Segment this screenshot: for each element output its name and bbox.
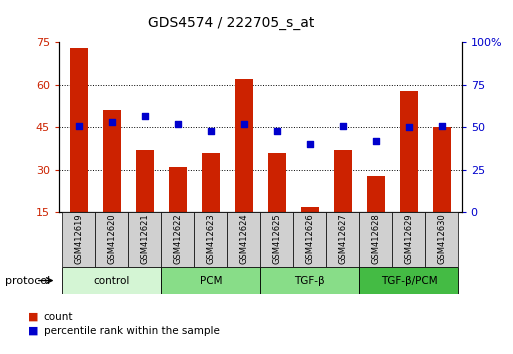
Bar bbox=[62, 212, 95, 267]
Bar bbox=[367, 176, 385, 255]
Bar bbox=[194, 212, 227, 267]
Bar bbox=[360, 267, 459, 294]
Point bbox=[339, 123, 347, 129]
Bar bbox=[301, 207, 319, 255]
Point bbox=[174, 121, 182, 127]
Bar bbox=[360, 212, 392, 267]
Text: protocol: protocol bbox=[5, 275, 50, 286]
Bar bbox=[128, 212, 161, 267]
Bar bbox=[334, 150, 352, 255]
Bar bbox=[103, 110, 121, 255]
Text: GSM412625: GSM412625 bbox=[272, 213, 281, 264]
Text: ■: ■ bbox=[28, 312, 38, 322]
Point bbox=[240, 121, 248, 127]
Text: GDS4574 / 222705_s_at: GDS4574 / 222705_s_at bbox=[148, 16, 314, 30]
Text: GSM412622: GSM412622 bbox=[173, 213, 182, 264]
Text: GSM412627: GSM412627 bbox=[339, 213, 347, 264]
Text: TGF-β/PCM: TGF-β/PCM bbox=[381, 275, 437, 286]
Point bbox=[372, 138, 380, 144]
Text: GSM412629: GSM412629 bbox=[404, 213, 413, 264]
Point bbox=[141, 113, 149, 118]
Bar bbox=[268, 153, 286, 255]
Bar bbox=[202, 153, 220, 255]
Point bbox=[108, 120, 116, 125]
Bar bbox=[425, 212, 459, 267]
Bar bbox=[235, 79, 253, 255]
Point bbox=[75, 123, 83, 129]
Text: GSM412624: GSM412624 bbox=[240, 213, 248, 264]
Bar bbox=[227, 212, 261, 267]
Text: GSM412620: GSM412620 bbox=[107, 213, 116, 264]
Text: TGF-β: TGF-β bbox=[294, 275, 325, 286]
Text: count: count bbox=[44, 312, 73, 322]
Bar bbox=[161, 267, 261, 294]
Bar bbox=[293, 212, 326, 267]
Bar bbox=[62, 267, 161, 294]
Bar bbox=[169, 167, 187, 255]
Bar bbox=[261, 212, 293, 267]
Point bbox=[438, 123, 446, 129]
Text: PCM: PCM bbox=[200, 275, 222, 286]
Text: GSM412630: GSM412630 bbox=[438, 213, 446, 264]
Bar bbox=[161, 212, 194, 267]
Text: GSM412628: GSM412628 bbox=[371, 213, 380, 264]
Bar bbox=[400, 91, 418, 255]
Bar bbox=[326, 212, 360, 267]
Point bbox=[306, 142, 314, 147]
Bar bbox=[95, 212, 128, 267]
Point bbox=[207, 128, 215, 134]
Bar bbox=[70, 48, 88, 255]
Text: percentile rank within the sample: percentile rank within the sample bbox=[44, 326, 220, 336]
Bar bbox=[392, 212, 425, 267]
Bar bbox=[261, 267, 360, 294]
Text: GSM412619: GSM412619 bbox=[74, 213, 83, 264]
Text: ■: ■ bbox=[28, 326, 38, 336]
Bar bbox=[136, 150, 154, 255]
Text: GSM412623: GSM412623 bbox=[206, 213, 215, 264]
Text: GSM412626: GSM412626 bbox=[305, 213, 314, 264]
Point bbox=[273, 128, 281, 134]
Point bbox=[405, 125, 413, 130]
Text: control: control bbox=[93, 275, 130, 286]
Bar bbox=[433, 127, 451, 255]
Text: GSM412621: GSM412621 bbox=[141, 213, 149, 264]
